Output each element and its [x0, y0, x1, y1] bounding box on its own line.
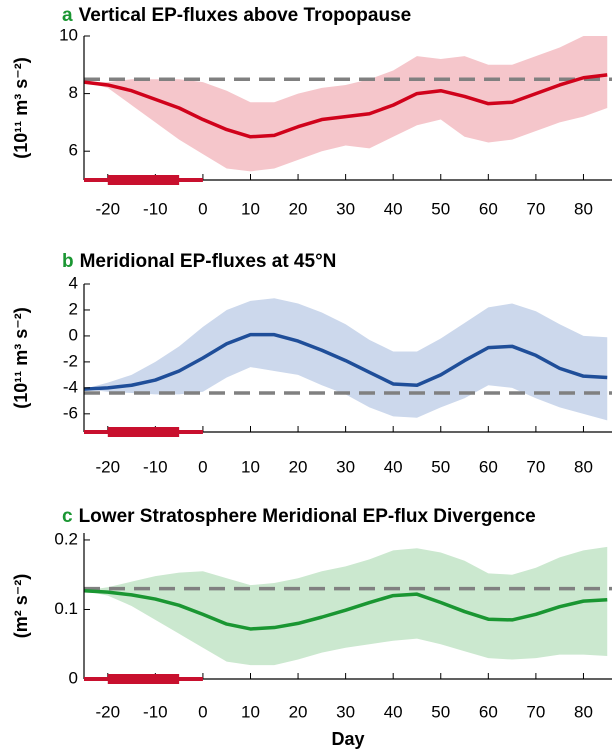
x-tick-label: 20 [289, 702, 308, 721]
x-tick-label: 80 [574, 199, 593, 218]
x-axis-label: Day [331, 729, 364, 749]
y-tick-label: 0.1 [54, 599, 78, 618]
x-tick-label: 10 [241, 457, 260, 476]
y-tick-label: 6 [69, 141, 78, 160]
title-text: Vertical EP-fluxes above Tropopause [79, 5, 412, 26]
window-core [107, 674, 180, 684]
y-axis-label: (10¹¹ m³ s⁻²) [11, 307, 31, 409]
x-tick-label: 40 [384, 702, 403, 721]
x-tick-label: 60 [479, 199, 498, 218]
y-tick-label: 0 [69, 325, 78, 344]
x-tick-label: 20 [289, 199, 308, 218]
y-tick-label: 10 [59, 25, 78, 44]
panel: c Lower Stratosphere Meridional EP-flux D… [11, 506, 612, 749]
x-tick-label: 50 [431, 702, 450, 721]
panel-letter: b [62, 251, 74, 272]
mean-line [83, 332, 608, 391]
y-tick-label: 4 [69, 273, 78, 292]
y-tick-label: -2 [63, 351, 78, 370]
y-tick-label: -4 [63, 377, 78, 396]
x-tick-label: 70 [526, 199, 545, 218]
window-core [107, 175, 180, 185]
panel-title: b Meridional EP-fluxes at 45°N [62, 251, 336, 272]
x-tick-label: 60 [479, 457, 498, 476]
spread-band [84, 36, 608, 172]
panel-letter: a [62, 5, 73, 26]
x-tick-label: -10 [143, 199, 168, 218]
x-tick-label: 30 [336, 457, 355, 476]
title-text: Lower Stratosphere Meridional EP-flux Di… [79, 506, 536, 527]
x-tick-label: 20 [289, 457, 308, 476]
x-tick-label: 50 [431, 199, 450, 218]
x-tick-label: -20 [95, 457, 120, 476]
x-tick-label: 80 [574, 457, 593, 476]
x-tick-label: 40 [384, 199, 403, 218]
x-tick-label: 10 [241, 199, 260, 218]
y-tick-label: 8 [69, 83, 78, 102]
x-tick-label: 80 [574, 702, 593, 721]
y-tick-label: 0.2 [54, 529, 78, 548]
x-tick-label: 60 [479, 702, 498, 721]
window-core [107, 427, 180, 437]
panel-letter: c [62, 506, 73, 527]
x-tick-label: 70 [526, 457, 545, 476]
x-tick-label: -20 [95, 702, 120, 721]
x-tick-label: 30 [336, 199, 355, 218]
x-tick-label: 0 [198, 702, 207, 721]
panel-title: c Lower Stratosphere Meridional EP-flux D… [62, 506, 536, 527]
title-text: Meridional EP-fluxes at 45°N [80, 251, 337, 272]
x-tick-label: 30 [336, 702, 355, 721]
panel: b Meridional EP-fluxes at 45°N (10¹¹ m³ s⁻… [11, 251, 612, 476]
x-tick-label: 0 [198, 457, 207, 476]
x-tick-label: 40 [384, 457, 403, 476]
x-tick-label: 50 [431, 457, 450, 476]
x-tick-label: -20 [95, 199, 120, 218]
x-tick-label: 10 [241, 702, 260, 721]
y-axis-label: (10¹¹ m³ s⁻²) [11, 57, 31, 159]
panel-title: a Vertical EP-fluxes above Tropopause [62, 5, 411, 26]
y-tick-label: 0 [69, 668, 78, 687]
mean-line [83, 588, 608, 631]
panel: a Vertical EP-fluxes above Tropopause (10¹… [11, 5, 612, 218]
y-tick-label: 2 [69, 299, 78, 318]
spread-band [84, 546, 608, 666]
x-tick-label: -10 [143, 702, 168, 721]
y-tick-label: -6 [63, 403, 78, 422]
mean-line [83, 73, 608, 139]
x-tick-label: 70 [526, 702, 545, 721]
y-axis-label: (m² s⁻²) [11, 574, 31, 639]
x-tick-label: 0 [198, 199, 207, 218]
x-tick-label: -10 [143, 457, 168, 476]
